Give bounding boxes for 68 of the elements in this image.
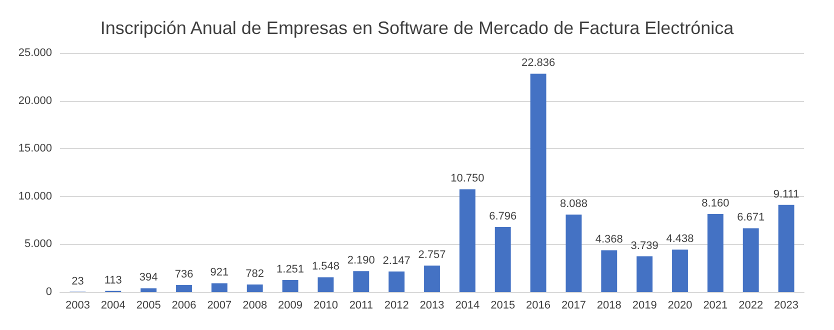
y-tick-label: 5.000 xyxy=(24,238,52,250)
bar xyxy=(707,214,724,292)
data-label: 6.796 xyxy=(489,210,517,223)
data-label: 3.739 xyxy=(630,240,658,252)
bar xyxy=(459,189,476,292)
bar xyxy=(246,284,263,292)
x-tick-label: 2017 xyxy=(561,300,586,312)
y-tick-label: 15.000 xyxy=(18,142,52,155)
data-label: 4.368 xyxy=(595,234,623,246)
data-label: 6.671 xyxy=(737,212,765,224)
bar xyxy=(530,74,546,292)
x-tick-label: 2019 xyxy=(632,300,657,312)
y-tick-label: 20.000 xyxy=(18,94,52,107)
x-tick-label: 2021 xyxy=(703,300,728,312)
data-label: 22.836 xyxy=(521,57,556,70)
x-tick-label: 2018 xyxy=(596,300,622,312)
chart-title: Inscripción Anual de Empresas en Software de Mercado de Factura Electrónica xyxy=(100,18,735,38)
bar xyxy=(636,256,653,292)
bar xyxy=(778,204,794,292)
bar xyxy=(318,277,334,292)
x-tick-label: 2020 xyxy=(668,300,692,312)
bar xyxy=(672,250,688,292)
data-label: 2.147 xyxy=(382,254,410,267)
data-label: 2.190 xyxy=(347,254,375,267)
x-tick-label: 2005 xyxy=(136,300,161,312)
bar xyxy=(742,228,759,292)
data-label: 1.251 xyxy=(276,264,304,276)
data-label: 782 xyxy=(246,268,264,280)
x-tick-label: 2012 xyxy=(384,300,409,312)
data-label: 8.160 xyxy=(702,197,730,210)
x-tick-label: 2006 xyxy=(172,300,196,312)
data-label: 8.088 xyxy=(560,198,588,210)
data-label: 1.548 xyxy=(312,260,340,273)
x-tick-label: 2009 xyxy=(278,300,303,312)
x-tick-label: 2015 xyxy=(490,300,516,312)
x-tick-label: 2014 xyxy=(455,300,480,312)
bar xyxy=(211,283,228,292)
x-tick-label: 2004 xyxy=(100,300,126,312)
x-tick-label: 2007 xyxy=(207,300,232,312)
x-tick-label: 2013 xyxy=(420,300,444,312)
data-label: 2.757 xyxy=(418,249,446,262)
bar xyxy=(424,266,440,292)
x-tick-label: 2008 xyxy=(242,300,268,312)
data-label: 23 xyxy=(72,275,84,288)
bar xyxy=(494,227,511,292)
bar xyxy=(388,271,405,292)
y-tick-label: 10.000 xyxy=(18,190,52,202)
y-tick-label: 25.000 xyxy=(18,47,52,59)
x-tick-label: 2016 xyxy=(526,300,551,312)
x-tick-label: 2022 xyxy=(738,300,764,312)
data-label: 10.750 xyxy=(450,172,484,185)
bar xyxy=(176,284,192,292)
x-tick-label: 2003 xyxy=(65,300,90,312)
data-label: 4.438 xyxy=(666,233,694,246)
bar xyxy=(566,214,582,292)
data-label: 9.111 xyxy=(773,188,800,200)
x-tick-label: 2023 xyxy=(774,300,799,312)
bar xyxy=(282,280,298,292)
data-label: 736 xyxy=(174,268,194,280)
y-tick-label: 0 xyxy=(46,286,52,298)
data-label: 921 xyxy=(210,266,229,279)
x-tick-label: 2011 xyxy=(349,300,373,312)
bar xyxy=(140,288,157,292)
bar xyxy=(353,271,370,292)
data-label: 113 xyxy=(104,274,122,286)
x-tick-label: 2010 xyxy=(313,300,338,312)
data-label: 394 xyxy=(139,272,158,284)
bar xyxy=(601,250,618,292)
